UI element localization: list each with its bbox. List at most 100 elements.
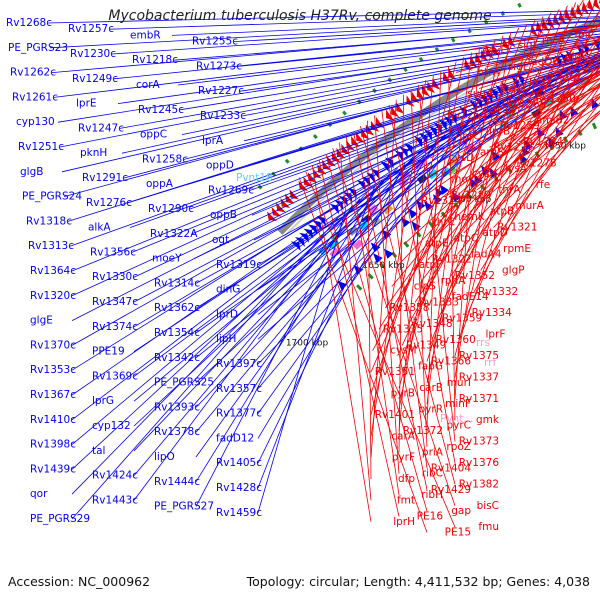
label-leader: [448, 65, 456, 421]
gene-label: Rv1359: [442, 313, 482, 325]
label-leader: [257, 186, 376, 489]
gene-labels: Rv1268c Rv1257c embR Rv1255c PE_PGRS23Rv1230…: [6, 17, 595, 539]
gene-label: oppA: [146, 178, 174, 190]
gene-label: Rv1337: [459, 371, 499, 383]
label-leader: [480, 85, 600, 271]
reverse-gene-arrow: [383, 248, 394, 259]
gene-label: Rv1277: [493, 141, 533, 153]
label-leader: [466, 70, 600, 132]
reverse-gene-arrow: [338, 195, 348, 207]
label-leader: [430, 70, 600, 159]
gene-label: Rv1335: [383, 323, 423, 335]
reverse-gene-arrow: [400, 217, 411, 228]
label-leader: [189, 63, 600, 210]
label-leader: [247, 62, 600, 166]
gene-label: Rv1372: [403, 425, 443, 437]
gene-label: Rv1265: [506, 99, 546, 111]
gene-label: Rv1259: [500, 120, 540, 132]
gene-label: Rv1357c: [216, 383, 262, 395]
label-leader: [131, 60, 600, 253]
label-leader: [195, 179, 383, 483]
gene-label: Rv1366: [431, 355, 472, 367]
forward-gene-arrow: [386, 109, 395, 121]
gene-label: rocA: [542, 34, 566, 46]
gene-label: atpC: [454, 232, 479, 244]
label-leader: [61, 47, 600, 173]
gene-label: Rv1397c: [216, 358, 262, 370]
gene-label: lysA: [505, 163, 528, 175]
label-leader: [67, 54, 600, 222]
gene-label: thrA: [498, 184, 521, 196]
gene-label: Rv1369c: [92, 370, 138, 382]
label-leader: [298, 177, 428, 533]
gene-label: Rv1370c: [30, 339, 76, 351]
minor-tick: [342, 110, 347, 116]
label-leader: [436, 64, 600, 138]
cog-block: [382, 204, 394, 215]
gene-label: Rv1439c: [30, 463, 76, 475]
label-leader: [257, 118, 470, 414]
gene-label: Rv1444c: [154, 476, 200, 488]
label-leader: [401, 9, 560, 346]
gene-label: lpqY: [560, 72, 583, 84]
gene-label: Rv1334: [472, 307, 513, 319]
gene-label: rpoZ: [446, 441, 471, 453]
label-leader: [450, 65, 600, 276]
gene-label: Rv1405c: [216, 457, 262, 469]
gene-label: Rv1261c: [12, 91, 58, 103]
label-leader: [486, 102, 600, 250]
gene-label: fbiC: [574, 29, 595, 41]
gene-label: Rv1321: [497, 222, 537, 234]
gene-label: Rv1250: [536, 93, 576, 105]
gene-label: Rv1269c: [208, 184, 254, 196]
label-leader: [370, 27, 520, 373]
gene-label: Rv1459c: [216, 507, 262, 519]
label-leader: [455, 36, 600, 73]
label-leader: [370, 79, 427, 437]
label-leader: [457, 83, 600, 255]
label-leader: [491, 25, 600, 47]
gene-label: Rv1358: [389, 302, 429, 314]
gene-label: sigI: [518, 40, 536, 52]
gene-label: oppB: [210, 209, 237, 221]
gene-label: lprB: [489, 125, 510, 137]
gene-label: lpqX: [529, 77, 552, 89]
gene-label: PE_PGRS24: [22, 191, 82, 203]
gene-label: lprE: [76, 98, 97, 110]
label-leader: [410, 71, 600, 223]
gene-label: deaD: [489, 104, 517, 116]
label-leader: [408, 0, 591, 325]
gene-label: Rv1354c: [154, 327, 200, 339]
reverse-gene-arrow: [408, 208, 418, 219]
gene-label: Rv1377c: [216, 408, 262, 420]
label-leader: [71, 123, 462, 421]
gene-label: Rv1428c: [216, 482, 262, 494]
backbone-shadow: [283, 26, 600, 238]
label-leader: [493, 110, 600, 228]
label-leader: [257, 80, 538, 365]
label-leader: [113, 28, 600, 80]
label-leader: [127, 56, 600, 204]
cog-block: [367, 204, 379, 215]
label-leader: [171, 16, 600, 36]
gene-label: Rv1249c: [72, 73, 118, 85]
forward-gene-arrow: [570, 6, 578, 20]
gene-label: PE_PGRS29: [30, 513, 90, 525]
forward-gene-arrow: [312, 168, 322, 179]
reverse-gene-arrow: [372, 253, 383, 264]
forward-gene-arrow: [535, 21, 544, 34]
gene-label: gap: [451, 505, 471, 517]
gene-label: Rv1348: [412, 318, 452, 330]
cog-block: [352, 239, 364, 250]
gene-label: Rv1247c: [78, 122, 124, 134]
gene-label: Rv1289: [451, 190, 491, 202]
gene-label: minF: [445, 398, 471, 410]
gene-label: Rv1290c: [148, 203, 194, 215]
label-leader: [417, 84, 456, 442]
label-leader: [195, 204, 353, 507]
label-leader: [237, 30, 600, 67]
gene-label: oppC: [140, 129, 167, 141]
gene-label: Rv1351: [375, 366, 415, 378]
reverse-gene-arrow: [299, 232, 310, 243]
